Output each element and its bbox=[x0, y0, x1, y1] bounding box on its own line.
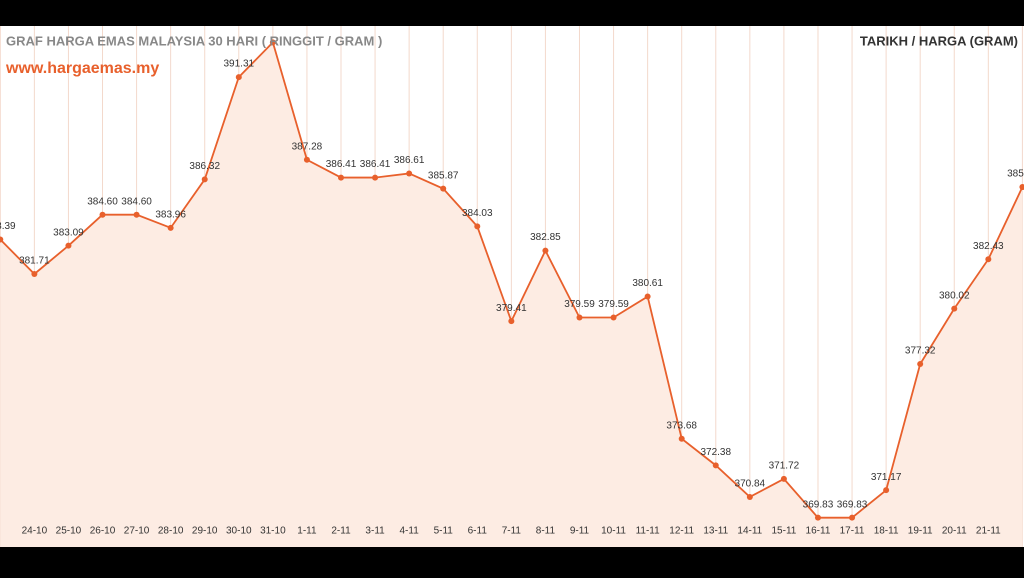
point bbox=[780, 475, 787, 482]
value-label: 371.72 bbox=[769, 461, 800, 472]
point bbox=[303, 156, 310, 163]
x-tick-label: 6-11 bbox=[468, 526, 488, 537]
x-tick-label: 4-11 bbox=[399, 526, 419, 537]
x-tick-label: 2-11 bbox=[331, 526, 351, 537]
x-tick-label: 26-10 bbox=[90, 526, 116, 537]
value-label: 373.68 bbox=[666, 420, 697, 431]
point bbox=[508, 318, 515, 325]
value-label: 382.85 bbox=[530, 232, 561, 243]
x-tick-label: 8-11 bbox=[536, 526, 556, 537]
value-label: 386.41 bbox=[326, 159, 357, 170]
value-label: 386.61 bbox=[394, 155, 425, 166]
value-label: 369.83 bbox=[837, 499, 868, 510]
value-label: 369.83 bbox=[803, 499, 834, 510]
point bbox=[644, 293, 651, 300]
value-label: 380.02 bbox=[939, 290, 970, 301]
value-label: 377.32 bbox=[905, 346, 936, 357]
x-tick-label: 25-10 bbox=[56, 526, 82, 537]
point bbox=[610, 314, 617, 321]
value-label: 370.84 bbox=[735, 479, 766, 490]
legend-label: TARIKH / HARGA (GRAM) bbox=[860, 33, 1018, 48]
value-label: 371.17 bbox=[871, 472, 902, 483]
point bbox=[0, 236, 4, 243]
value-label: 386.41 bbox=[360, 159, 391, 170]
x-tick-label: 12-11 bbox=[669, 526, 694, 537]
x-tick-label: 21-11 bbox=[976, 526, 1001, 537]
x-tick-label: 29-10 bbox=[192, 526, 218, 537]
x-tick-label: 17-11 bbox=[840, 526, 865, 537]
value-label: 380.61 bbox=[632, 278, 663, 289]
point bbox=[678, 435, 685, 442]
value-label: 387.28 bbox=[292, 141, 323, 152]
point bbox=[372, 174, 379, 181]
x-tick-label: 16-11 bbox=[806, 526, 831, 537]
point bbox=[576, 314, 583, 321]
point bbox=[338, 174, 344, 181]
value-label: 372.38 bbox=[700, 447, 731, 458]
point bbox=[133, 211, 140, 218]
point bbox=[917, 361, 924, 368]
value-label: 384.03 bbox=[462, 208, 493, 219]
x-tick-label: 20-11 bbox=[942, 526, 967, 537]
point bbox=[985, 256, 992, 263]
value-label: 385.87 bbox=[428, 170, 459, 181]
point bbox=[99, 211, 106, 218]
point bbox=[951, 305, 958, 312]
x-tick-label: 1-11 bbox=[297, 526, 317, 537]
x-tick-label: 14-11 bbox=[737, 526, 762, 537]
point bbox=[849, 514, 856, 521]
point bbox=[201, 176, 208, 183]
x-tick-label: 3-11 bbox=[365, 526, 385, 537]
point bbox=[31, 270, 38, 277]
x-tick-label: 9-11 bbox=[570, 526, 590, 537]
x-tick-label: 27-10 bbox=[124, 526, 150, 537]
point bbox=[883, 487, 890, 494]
x-tick-label: 30-10 bbox=[226, 526, 252, 537]
value-label: 383.96 bbox=[155, 209, 186, 220]
x-tick-label: 28-10 bbox=[158, 526, 184, 537]
point bbox=[712, 462, 719, 469]
point bbox=[167, 224, 174, 231]
point bbox=[65, 242, 72, 249]
point bbox=[440, 185, 447, 192]
point bbox=[814, 514, 821, 521]
value-label: 381.71 bbox=[19, 256, 50, 267]
point bbox=[235, 74, 242, 81]
chart-subtitle: www.hargaemas.my bbox=[5, 60, 159, 77]
point bbox=[269, 39, 276, 46]
value-label: 383.09 bbox=[53, 227, 84, 238]
x-tick-label: 13-11 bbox=[703, 526, 728, 537]
value-label: 391.31 bbox=[223, 59, 254, 70]
value-label: 384.60 bbox=[87, 196, 118, 207]
value-label: 385.95 bbox=[1007, 169, 1024, 180]
value-label: 379.59 bbox=[598, 299, 629, 310]
chart-title: GRAF HARGA EMAS MALAYSIA 30 HARI ( RINGG… bbox=[6, 33, 382, 48]
point bbox=[1019, 184, 1024, 191]
point bbox=[746, 493, 753, 500]
area bbox=[0, 42, 1023, 547]
x-tick-label: 15-11 bbox=[771, 526, 796, 537]
x-tick-label: 5-11 bbox=[434, 526, 454, 537]
x-tick-label: 31-10 bbox=[260, 526, 286, 537]
value-label: 386.32 bbox=[189, 161, 220, 172]
point bbox=[542, 247, 549, 254]
point bbox=[474, 223, 481, 230]
x-tick-label: 10-11 bbox=[601, 526, 626, 537]
value-label: 384.60 bbox=[121, 196, 152, 207]
plot: 383.39 381.71 24-10 383.09 25-10 384.60 26-10 3… bbox=[0, 26, 1024, 547]
value-label: 379.41 bbox=[496, 303, 527, 314]
value-label: 379.59 bbox=[564, 299, 595, 310]
value-label: 382.43 bbox=[973, 241, 1004, 252]
x-tick-label: 24-10 bbox=[22, 526, 48, 537]
value-label: 383.39 bbox=[0, 221, 16, 232]
point bbox=[406, 170, 413, 177]
x-tick-label: 18-11 bbox=[874, 526, 899, 537]
x-tick-label: 19-11 bbox=[908, 526, 933, 537]
x-tick-label: 11-11 bbox=[636, 526, 661, 537]
x-tick-label: 7-11 bbox=[502, 526, 522, 537]
